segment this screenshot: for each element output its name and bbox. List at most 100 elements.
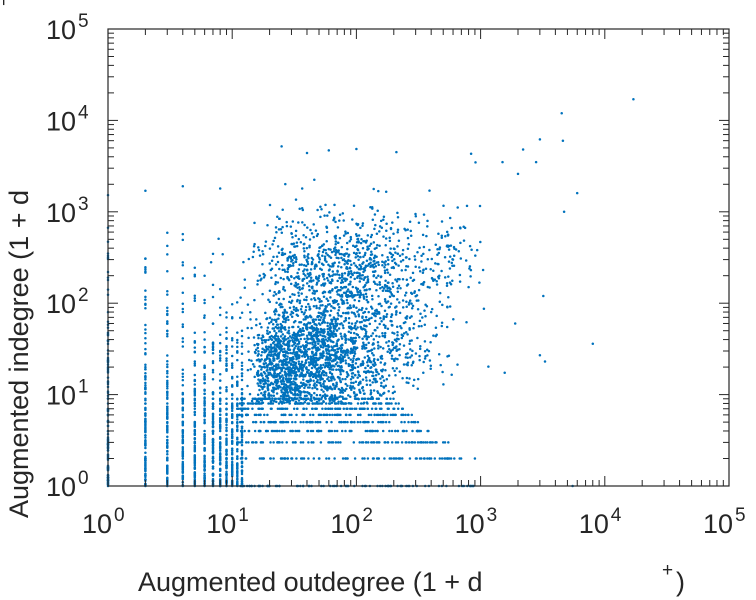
data-point [144, 375, 147, 378]
data-point [273, 337, 277, 340]
data-point [366, 264, 369, 268]
data-point [319, 304, 322, 307]
data-point [276, 355, 279, 358]
data-point [340, 368, 344, 372]
data-point [353, 387, 356, 390]
data-point [193, 431, 197, 435]
data-point [400, 441, 404, 444]
data-point [336, 303, 340, 306]
data-point [296, 286, 299, 290]
data-point [283, 268, 286, 271]
data-point [364, 264, 368, 268]
data-point [388, 239, 392, 243]
data-point [258, 274, 261, 277]
data-point [421, 316, 424, 319]
data-point [417, 429, 421, 433]
data-point [320, 371, 324, 375]
data-point [289, 255, 293, 259]
data-point [296, 271, 299, 275]
data-point [335, 286, 339, 289]
data-point [305, 298, 308, 302]
data-point [422, 360, 425, 364]
data-point [342, 397, 345, 401]
data-point [353, 271, 356, 275]
data-point [336, 361, 339, 364]
data-point [193, 364, 197, 367]
data-point [302, 407, 305, 411]
data-point [225, 316, 228, 319]
data-point [385, 378, 389, 381]
data-point [369, 413, 373, 417]
data-point [240, 441, 243, 444]
data-point [365, 259, 369, 263]
data-point [144, 457, 147, 460]
data-point [310, 366, 314, 370]
data-point [538, 353, 542, 357]
data-point [362, 295, 366, 299]
data-point [211, 429, 215, 433]
data-point [236, 429, 239, 433]
data-point [305, 359, 308, 362]
data-point [339, 372, 342, 376]
data-point [361, 247, 365, 250]
data-point [144, 367, 147, 371]
data-point [283, 388, 287, 392]
data-point [340, 343, 344, 346]
data-point [246, 326, 249, 330]
data-point [353, 350, 356, 353]
data-point [362, 389, 365, 392]
data-point [315, 306, 318, 310]
data-point [259, 413, 262, 417]
data-point [203, 441, 206, 444]
data-point [442, 383, 445, 386]
data-point [264, 340, 267, 344]
data-point [413, 441, 417, 444]
data-point [266, 376, 269, 380]
data-point [389, 413, 393, 417]
data-point [392, 247, 396, 250]
data-point [261, 441, 265, 444]
data-point [230, 345, 234, 348]
data-point [287, 329, 291, 332]
data-point [350, 311, 354, 314]
data-point [345, 265, 348, 269]
data-point [281, 253, 284, 257]
data-point [319, 367, 322, 371]
data-point [423, 309, 426, 312]
data-point [298, 365, 302, 369]
data-point [193, 420, 197, 424]
data-point [345, 375, 349, 378]
data-point [459, 241, 462, 245]
data-point [193, 350, 197, 354]
data-point [329, 256, 333, 260]
data-point [293, 277, 296, 280]
data-point [348, 266, 352, 270]
data-point [396, 230, 399, 234]
data-point [218, 341, 222, 345]
data-point [256, 354, 260, 357]
data-point [367, 349, 371, 353]
data-point [203, 457, 206, 460]
data-point [322, 350, 325, 353]
data-point [384, 190, 388, 193]
data-point [301, 208, 305, 212]
data-point [316, 208, 319, 212]
data-point [256, 393, 260, 397]
data-point [370, 250, 373, 253]
data-point [301, 366, 304, 370]
data-point [282, 358, 286, 362]
data-point [181, 232, 185, 236]
data-point [289, 225, 293, 228]
data-point [282, 350, 285, 354]
data-point [312, 396, 316, 399]
data-point [181, 441, 185, 444]
data-point [326, 324, 329, 328]
data-point [308, 238, 312, 241]
data-point [394, 313, 398, 316]
data-point [327, 457, 331, 460]
data-point [270, 362, 274, 365]
data-point [374, 223, 377, 227]
data-point [274, 334, 278, 337]
data-point [144, 436, 147, 439]
data-point [364, 332, 368, 335]
